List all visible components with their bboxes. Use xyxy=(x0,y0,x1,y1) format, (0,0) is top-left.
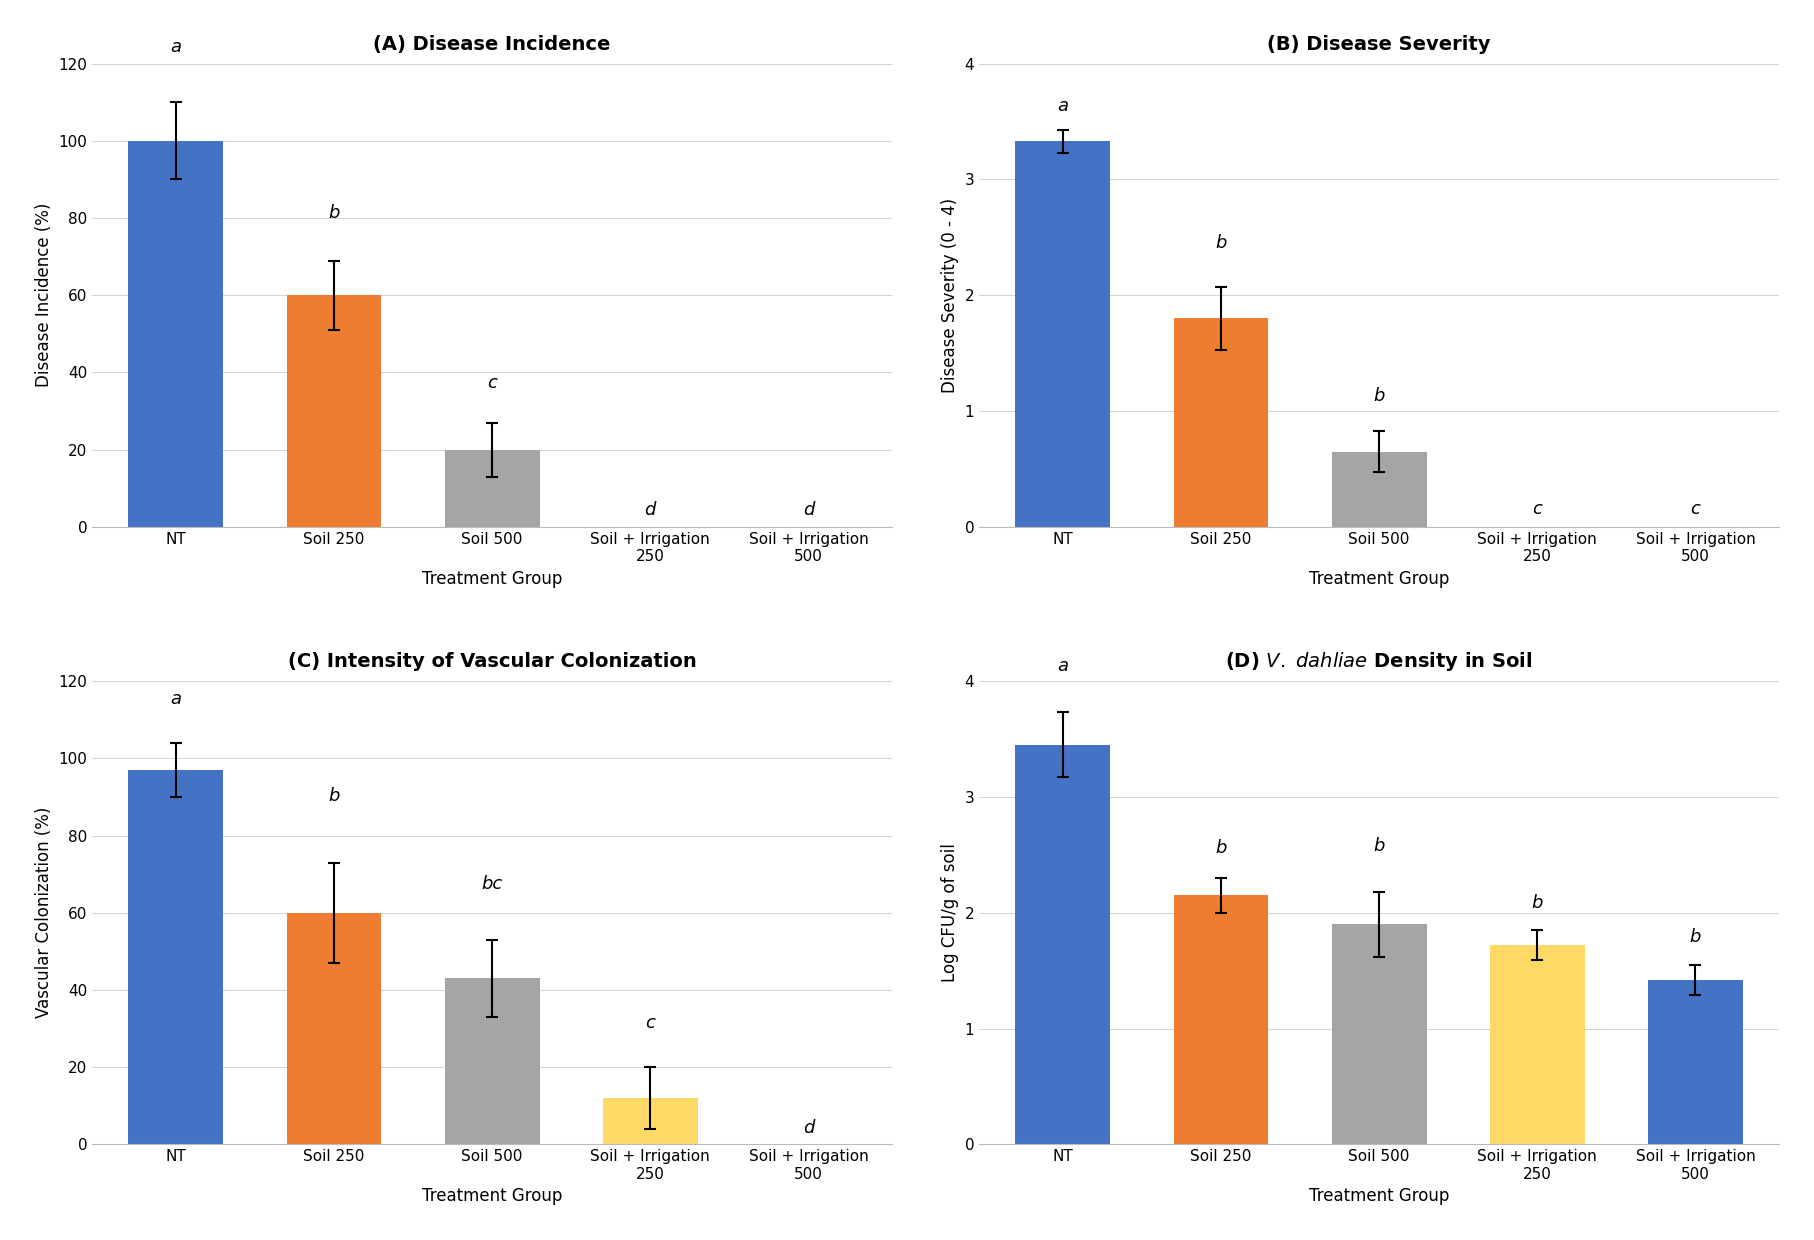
Title: (A) Disease Incidence: (A) Disease Incidence xyxy=(374,35,611,53)
Bar xyxy=(1174,895,1268,1145)
Text: b: b xyxy=(328,786,339,805)
Text: d: d xyxy=(804,501,814,520)
Title: (B) Disease Severity: (B) Disease Severity xyxy=(1268,35,1491,53)
Text: bc: bc xyxy=(481,875,502,894)
Bar xyxy=(444,450,539,527)
Bar xyxy=(1174,319,1268,527)
Text: c: c xyxy=(646,1014,655,1033)
Y-axis label: Disease Incidence (%): Disease Incidence (%) xyxy=(34,203,53,387)
Text: b: b xyxy=(1373,837,1384,854)
X-axis label: Treatment Group: Treatment Group xyxy=(1310,1187,1449,1205)
Y-axis label: Disease Severity (0 - 4): Disease Severity (0 - 4) xyxy=(941,197,960,393)
Text: c: c xyxy=(1533,500,1542,517)
Bar xyxy=(1331,924,1426,1145)
Bar xyxy=(1331,451,1426,527)
Text: b: b xyxy=(1215,234,1226,253)
Bar xyxy=(129,770,223,1145)
Text: b: b xyxy=(1215,839,1226,857)
Text: d: d xyxy=(644,501,657,520)
Bar xyxy=(287,295,381,527)
Bar xyxy=(287,913,381,1145)
Text: d: d xyxy=(804,1118,814,1137)
X-axis label: Treatment Group: Treatment Group xyxy=(423,569,562,588)
Text: b: b xyxy=(1691,929,1702,946)
Bar xyxy=(602,1099,698,1145)
Y-axis label: Log CFU/g of soil: Log CFU/g of soil xyxy=(941,843,960,982)
Text: b: b xyxy=(1531,894,1544,911)
Title: (C) Intensity of Vascular Colonization: (C) Intensity of Vascular Colonization xyxy=(288,652,697,671)
X-axis label: Treatment Group: Treatment Group xyxy=(1310,569,1449,588)
Text: a: a xyxy=(1058,97,1068,114)
Text: b: b xyxy=(1373,387,1384,405)
Text: c: c xyxy=(488,373,497,392)
Text: a: a xyxy=(171,38,181,56)
Bar xyxy=(1016,141,1110,527)
Y-axis label: Vascular Colonization (%): Vascular Colonization (%) xyxy=(34,807,53,1018)
X-axis label: Treatment Group: Treatment Group xyxy=(423,1187,562,1205)
Text: a: a xyxy=(171,691,181,708)
Text: a: a xyxy=(1058,657,1068,676)
Title: (D) $\mathit{V.\ dahliae}$ Density in Soil: (D) $\mathit{V.\ dahliae}$ Density in So… xyxy=(1224,650,1533,673)
Bar xyxy=(444,978,539,1145)
Text: b: b xyxy=(328,203,339,222)
Bar xyxy=(1489,945,1585,1145)
Bar xyxy=(1647,980,1743,1145)
Text: c: c xyxy=(1691,500,1700,517)
Bar xyxy=(129,141,223,527)
Bar xyxy=(1016,745,1110,1145)
